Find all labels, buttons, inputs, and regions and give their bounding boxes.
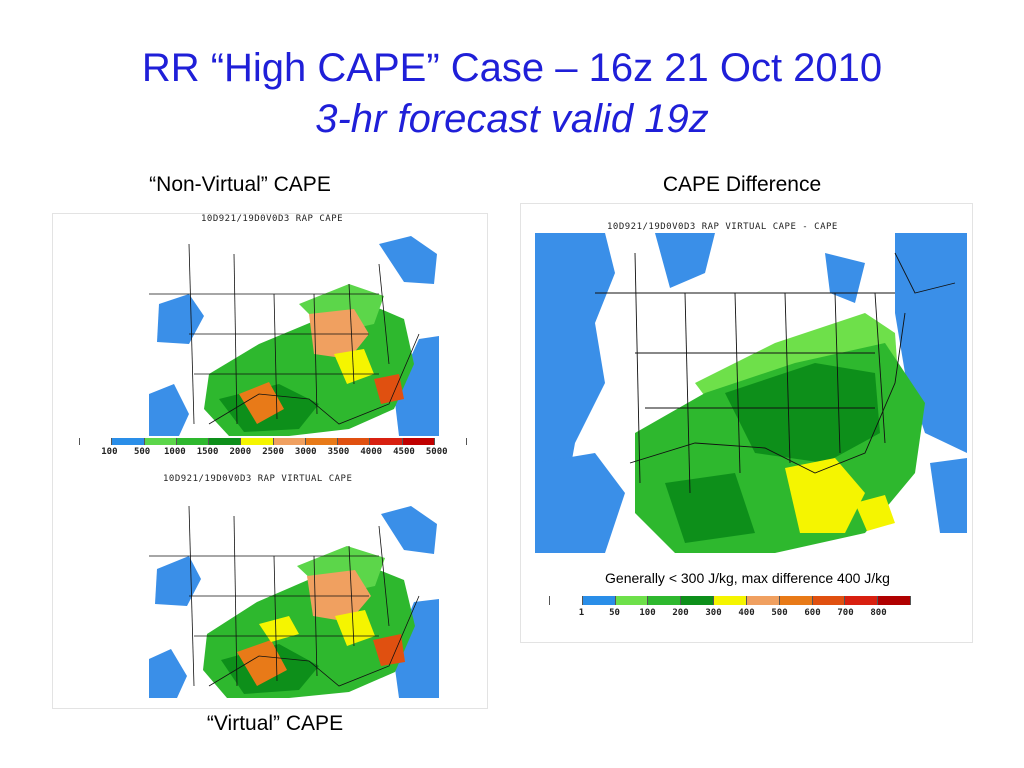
diff-scale-swatch (582, 596, 616, 605)
cape-scale-swatch (79, 438, 113, 445)
cape-scale-label: 500 (133, 447, 151, 457)
cape-scale-label: 3000 (294, 447, 317, 457)
cape-scale-label: 5000 (425, 447, 448, 457)
cape-scale-label: 2000 (229, 447, 252, 457)
diff-scale-label: 300 (705, 608, 722, 618)
diff-scale-label: 600 (804, 608, 821, 618)
cape-scale-swatch (338, 438, 371, 445)
cape-difference-map (535, 233, 967, 553)
right-map-panel: 10D921/19D0V0D3 RAP VIRTUAL CAPE - CAPE (520, 203, 973, 643)
virtual-cape-map (149, 484, 439, 698)
diff-scale-swatch (615, 596, 649, 605)
caption-non-virtual-cape: “Non-Virtual” CAPE (149, 173, 331, 196)
diff-scale-label: 500 (771, 608, 788, 618)
diff-scale-label: 700 (837, 608, 854, 618)
diff-scale-swatch (648, 596, 682, 605)
cape-scale-label: 4000 (360, 447, 383, 457)
diff-scale-swatch (779, 596, 813, 605)
cape-map (149, 224, 439, 436)
diff-scale-swatch (549, 596, 583, 605)
cape-color-scale (79, 438, 467, 445)
slide-subtitle: 3-hr forecast valid 19z (315, 97, 709, 141)
diff-scale-label: 400 (738, 608, 755, 618)
cape-scale-swatch (305, 438, 338, 445)
cape-scale-swatch (176, 438, 209, 445)
diff-scale-swatch (845, 596, 879, 605)
cape-scale-label: 1500 (196, 447, 219, 457)
cape-scale-swatch (370, 438, 403, 445)
cape-scale-swatch (273, 438, 306, 445)
cape-scale-swatch (209, 438, 242, 445)
cape-scale-label: 100 (101, 447, 118, 457)
map-header-cape-difference: 10D921/19D0V0D3 RAP VIRTUAL CAPE - CAPE (607, 222, 838, 232)
cape-scale-label: 3500 (327, 447, 350, 457)
cape-scale-swatch (241, 438, 274, 445)
cape-scale-swatch (112, 438, 145, 445)
diff-scale-swatch (746, 596, 780, 605)
cape-scale-label: 4500 (393, 447, 415, 457)
cape-scale-label: 1000 (163, 447, 186, 457)
caption-cape-difference: CAPE Difference (662, 173, 822, 196)
cape-scale-swatch (434, 438, 467, 445)
map-header-cape: 10D921/19D0V0D3 RAP CAPE (201, 214, 344, 224)
map-header-virtual-cape: 10D921/19D0V0D3 RAP VIRTUAL CAPE (163, 474, 353, 484)
diff-scale-swatch (714, 596, 747, 605)
cape-scale-labels: 100 500 1000 1500 2000 2500 3000 3500 4000 4500 50… (93, 447, 453, 457)
diff-scale-label: 50 (609, 608, 620, 618)
cape-scale-swatch (402, 438, 435, 445)
difference-scale-labels: 1 50 100 200 300 400 500 600 700 800 (565, 608, 895, 618)
difference-note: Generally < 300 J/kg, max difference 400… (605, 570, 890, 586)
diff-scale-swatch (878, 596, 911, 605)
diff-scale-label: 1 (578, 608, 585, 618)
cape-scale-swatch (144, 438, 177, 445)
slide-title: RR “High CAPE” Case – 16z 21 Oct 2010 (141, 46, 883, 90)
diff-scale-label: 800 (870, 608, 887, 618)
diff-scale-swatch (681, 596, 715, 605)
cape-scale-label: 2500 (262, 447, 284, 457)
diff-scale-label: 200 (672, 608, 689, 618)
difference-color-scale (549, 596, 911, 605)
diff-scale-swatch (812, 596, 846, 605)
diff-scale-label: 100 (639, 608, 656, 618)
left-map-panel: 10D921/19D0V0D3 RAP CAPE (52, 213, 488, 709)
caption-virtual-cape: “Virtual” CAPE (206, 712, 344, 735)
